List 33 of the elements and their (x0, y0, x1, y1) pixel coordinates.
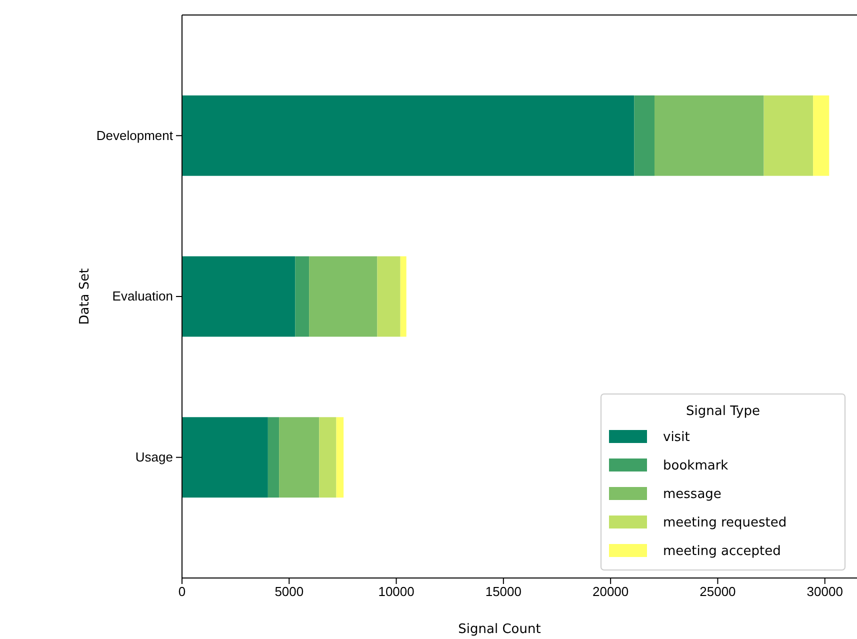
bar (813, 95, 830, 176)
bar (377, 256, 400, 337)
bar (764, 95, 814, 176)
x-tick-label: 25000 (700, 584, 736, 600)
bar (654, 95, 764, 176)
x-tick-label: 0 (178, 584, 186, 600)
bar (309, 256, 378, 337)
y-axis-title: Data Set (77, 268, 92, 325)
y-tick-label: Evaluation (112, 288, 173, 304)
bar (336, 417, 344, 498)
x-tick-label: 20000 (592, 584, 629, 600)
y-tick-label: Usage (135, 450, 173, 465)
bar (279, 417, 320, 498)
bar (634, 95, 654, 176)
bar (182, 95, 634, 176)
x-tick-label: 15000 (485, 584, 522, 600)
bar (182, 256, 296, 337)
legend-label: visit (663, 430, 690, 445)
x-axis-title: Signal Count (458, 622, 541, 637)
x-tick-label: 10000 (378, 584, 414, 600)
bar (400, 256, 406, 337)
legend-label: meeting requested (663, 516, 787, 530)
x-tick-label: 30000 (806, 584, 843, 600)
x-tick-label: 5000 (274, 584, 304, 600)
y-tick-label: Development (96, 128, 174, 143)
bar (295, 256, 310, 337)
bar (182, 417, 268, 498)
legend-title: Signal Type (686, 404, 760, 419)
bar (319, 417, 336, 498)
legend-label: bookmark (663, 458, 729, 474)
legend-label: message (663, 487, 722, 502)
legend-label: meeting accepted (663, 544, 781, 559)
bar (268, 417, 280, 498)
